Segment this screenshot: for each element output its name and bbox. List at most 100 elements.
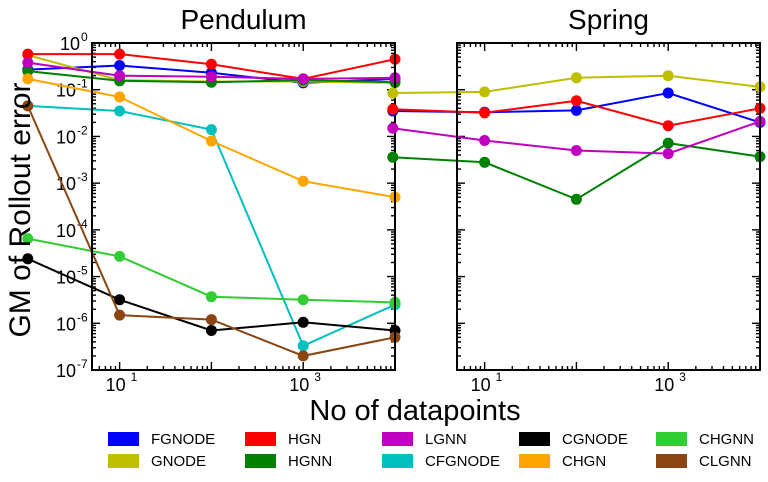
pendulum-xtick-label: 10 bbox=[289, 375, 309, 395]
pendulum-ytick-label: 10 bbox=[56, 127, 76, 147]
pendulum-cgnode-point bbox=[297, 316, 309, 328]
spring-hgn-point bbox=[570, 95, 582, 107]
pendulum-axes-frame bbox=[91, 42, 396, 371]
pendulum-chgn-point bbox=[205, 135, 217, 147]
legend-entry-cfgnode: CFGNODE bbox=[382, 453, 500, 470]
spring-hgnn-point bbox=[570, 193, 582, 205]
legend-swatch-lgnn bbox=[382, 432, 413, 446]
pendulum-series-lgnn bbox=[22, 57, 401, 85]
spring-xtick-label-exponent: 1 bbox=[496, 370, 503, 384]
y-axis-label: GM of Rollout error bbox=[4, 82, 37, 337]
pendulum-cgnode-point bbox=[22, 253, 34, 265]
pendulum-series-hgn bbox=[22, 48, 401, 85]
pendulum-clgnn-point bbox=[114, 309, 126, 321]
pendulum-series-cgnode bbox=[22, 253, 401, 336]
spring-series-gnode bbox=[387, 70, 766, 99]
legend-swatch-gnode bbox=[108, 454, 139, 468]
spring-hgn-point bbox=[662, 120, 674, 132]
spring-xtick-label-exponent: 3 bbox=[679, 370, 686, 384]
pendulum-ytick-label-exponent: 0 bbox=[81, 30, 88, 44]
pendulum-ytick-label-exponent: -1 bbox=[77, 77, 88, 91]
pendulum-chgn-point bbox=[297, 175, 309, 187]
spring-lgnn-point bbox=[662, 148, 674, 160]
pendulum-ytick-label: 10 bbox=[56, 314, 76, 334]
pendulum-hgn-point bbox=[22, 48, 34, 60]
pendulum-ytick-label: 10 bbox=[56, 361, 76, 381]
spring-series-lgnn bbox=[387, 115, 766, 160]
pendulum-hgn-point bbox=[114, 48, 126, 60]
legend-swatch-clgnn bbox=[656, 454, 687, 468]
pendulum-cfgnode-point bbox=[114, 105, 126, 117]
legend-swatch-hgn bbox=[245, 432, 276, 446]
legend-swatch-cgnode bbox=[519, 432, 550, 446]
legend-entry-hgnn: HGNN bbox=[245, 453, 332, 470]
spring-xtick-label: 10 bbox=[654, 375, 674, 395]
spring-series-hgn bbox=[387, 95, 766, 132]
legend-entry-fgnode: FGNODE bbox=[108, 431, 215, 448]
pendulum-chgn-point bbox=[114, 91, 126, 103]
pendulum-ytick-label-exponent: -7 bbox=[77, 357, 88, 371]
pendulum-xtick-label: 10 bbox=[106, 375, 126, 395]
spring-lgnn-point bbox=[570, 145, 582, 156]
spring-axes-frame bbox=[456, 42, 761, 371]
x-axis-label: No of datapoints bbox=[309, 395, 520, 427]
pendulum-clgnn-point bbox=[205, 314, 217, 326]
spring-panel: Spring 10 1 10 3 bbox=[387, 4, 766, 395]
pendulum-ytick-label-exponent: -5 bbox=[77, 264, 88, 278]
legend-label-fgnode: FGNODE bbox=[151, 431, 215, 448]
pendulum-lgnn-point bbox=[22, 57, 34, 69]
legend-label-gnode: GNODE bbox=[151, 453, 206, 470]
legend-swatch-cfgnode bbox=[382, 454, 413, 468]
spring-gnode-point bbox=[387, 87, 399, 99]
spring-series-fgnode bbox=[387, 87, 766, 128]
pendulum-clgnn-point bbox=[22, 100, 34, 112]
spring-gnode-point bbox=[479, 86, 491, 98]
pendulum-ytick-label-exponent: -4 bbox=[77, 217, 88, 231]
pendulum-cfgnode-point bbox=[205, 124, 217, 136]
pendulum-ytick-label-exponent: -6 bbox=[77, 310, 88, 324]
pendulum-series-chgn bbox=[22, 73, 401, 203]
pendulum-ytick-label-exponent: -2 bbox=[77, 123, 88, 137]
legend-swatch-fgnode bbox=[108, 432, 139, 446]
spring-title: Spring bbox=[568, 4, 649, 35]
pendulum-series-clgnn bbox=[22, 100, 401, 362]
spring-lgnn-point bbox=[479, 135, 491, 146]
pendulum-lgnn-point bbox=[114, 70, 126, 82]
legend-label-cgnode: CGNODE bbox=[562, 431, 628, 448]
pendulum-clgnn-point bbox=[297, 350, 309, 362]
pendulum-chgn-point bbox=[22, 73, 34, 85]
pendulum-ytick-label: 10 bbox=[56, 221, 76, 241]
legend-entry-chgn: CHGN bbox=[519, 453, 606, 470]
legend-swatch-hgnn bbox=[245, 454, 276, 468]
pendulum-hgn-point bbox=[205, 58, 217, 70]
pendulum-title: Pendulum bbox=[180, 4, 306, 35]
pendulum-ytick-label: 10 bbox=[60, 34, 80, 54]
spring-xtick-label: 10 bbox=[471, 375, 491, 395]
pendulum-cgnode-point bbox=[114, 294, 126, 306]
pendulum-fgnode-point bbox=[114, 60, 126, 71]
legend-label-lgnn: LGNN bbox=[425, 431, 467, 448]
spring-hgnn-point bbox=[662, 137, 674, 149]
pendulum-chgnn-point bbox=[114, 250, 126, 262]
pendulum-chgnn-point bbox=[297, 294, 309, 306]
spring-hgn-point bbox=[387, 103, 399, 115]
spring-gnode-point bbox=[662, 70, 674, 82]
spring-gnode-point bbox=[570, 72, 582, 84]
pendulum-chgnn-point bbox=[22, 233, 34, 245]
pendulum-xtick-label-exponent: 3 bbox=[314, 370, 321, 384]
legend-entry-cgnode: CGNODE bbox=[519, 431, 628, 448]
spring-hgn-point bbox=[479, 107, 491, 119]
pendulum-chgnn-point bbox=[205, 291, 217, 303]
pendulum-xtick-label-exponent: 1 bbox=[131, 370, 138, 384]
pendulum-lgnn-point bbox=[205, 71, 217, 83]
pendulum-ytick-label: 10 bbox=[56, 81, 76, 101]
spring-series-hgnn bbox=[387, 137, 766, 205]
legend-label-chgn: CHGN bbox=[562, 453, 606, 470]
legend-entry-chgnn: CHGNN bbox=[656, 431, 754, 448]
pendulum-cgnode-point bbox=[205, 325, 217, 336]
pendulum-hgnn-point bbox=[22, 65, 34, 77]
legend-label-hgn: HGN bbox=[288, 431, 321, 448]
legend-entry-lgnn: LGNN bbox=[382, 431, 467, 448]
